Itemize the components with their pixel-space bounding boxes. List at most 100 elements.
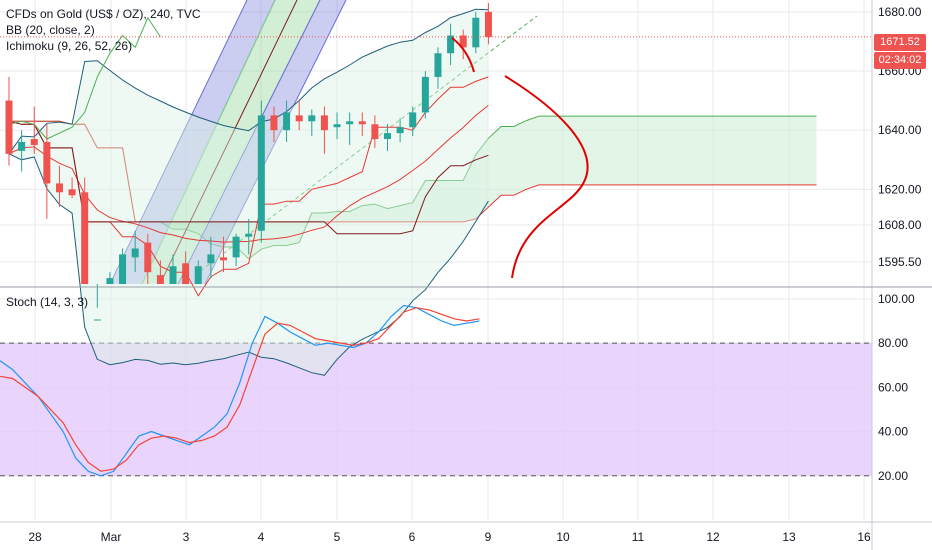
candle-27 <box>346 112 354 145</box>
candle-body-5 <box>68 189 76 196</box>
candle-body-25 <box>320 115 328 131</box>
candle-body-32 <box>409 112 417 128</box>
candle-2 <box>30 106 38 154</box>
candle-7 <box>93 284 101 321</box>
candle-body-20 <box>257 115 265 231</box>
candle-body-24 <box>308 115 316 122</box>
time-tick-6: 9 <box>485 530 492 544</box>
stoch-tick-2: 60.00 <box>878 380 908 394</box>
bb-upper <box>8 8 489 155</box>
candle-11 <box>144 233 152 284</box>
pitchfork-outer-right-edge-right <box>204 0 347 285</box>
time-tick-2: 3 <box>183 530 190 544</box>
candle-body-10 <box>131 248 139 258</box>
candle-body-4 <box>55 183 63 193</box>
stoch-tick-0: 100.00 <box>878 292 915 306</box>
candle-body-3 <box>43 142 51 184</box>
candle-30 <box>384 124 391 151</box>
candle-body-7 <box>93 319 101 321</box>
candle-body-17 <box>219 257 227 261</box>
price-tick-0: 1680.00 <box>878 5 922 19</box>
candle-9 <box>119 248 127 284</box>
cloud-fill <box>9 116 817 259</box>
time-tick-1: Mar <box>101 530 122 544</box>
pitchfork-inner-edge-left <box>141 0 276 285</box>
candle-body-34 <box>434 53 442 77</box>
stoch-overbought-band <box>0 342 872 477</box>
time-tick-7: 10 <box>556 530 570 544</box>
stoch-tick-4: 20.00 <box>878 469 908 483</box>
pitchfork-inner-fill <box>142 0 320 284</box>
candle-body-30 <box>384 133 391 140</box>
candle-body-13 <box>169 266 177 284</box>
candle-24 <box>308 109 316 137</box>
main-legend: CFDs on Gold (US$ / OZ), 240, TVC BB (20… <box>6 6 201 54</box>
candle-body-35 <box>447 35 455 54</box>
hand-drawn-curve <box>451 37 589 279</box>
candle-body-2 <box>30 139 38 145</box>
candle-body-8 <box>106 278 114 284</box>
candle-body-28 <box>358 121 366 125</box>
candle-body-36 <box>459 35 467 48</box>
stoch-legend: Stoch (14, 3, 3) <box>6 294 88 310</box>
candle-18 <box>232 233 240 267</box>
candle-23 <box>295 100 303 131</box>
candle-body-33 <box>421 76 429 113</box>
last-price-badge: 1671.52 <box>874 34 926 51</box>
candle-body-38 <box>484 11 492 37</box>
candle-17 <box>219 236 227 273</box>
ichimoku-indicator-label[interactable]: Ichimoku (9, 26, 52, 26) <box>6 39 133 53</box>
pitchfork-median <box>159 0 298 285</box>
candle-body-37 <box>472 17 480 48</box>
time-tick-5: 6 <box>409 530 416 544</box>
pitchfork-outer-right-edge-left <box>177 0 321 285</box>
time-tick-4: 5 <box>334 530 341 544</box>
stoch-k-line <box>0 304 480 477</box>
pitchfork-outer-left-fill <box>110 0 275 284</box>
time-tick-10: 13 <box>782 530 796 544</box>
candle-body-29 <box>371 124 379 140</box>
candle-body-27 <box>346 121 354 125</box>
time-tick-3: 4 <box>258 530 265 544</box>
candle-22 <box>283 100 291 142</box>
candle-28 <box>358 112 366 137</box>
candle-3 <box>43 124 51 219</box>
candle-body-6 <box>81 192 89 284</box>
candle-body-26 <box>333 124 341 128</box>
stoch-tick-3: 40.00 <box>878 425 908 439</box>
candle-37 <box>472 11 480 54</box>
candle-36 <box>459 29 467 60</box>
price-tick-2: 1640.00 <box>878 123 922 137</box>
time-tick-8: 11 <box>632 530 645 544</box>
time-tick-0: 28 <box>28 530 42 544</box>
candle-body-23 <box>295 115 303 122</box>
price-tick-4: 1608.00 <box>878 218 922 232</box>
candle-14 <box>182 251 190 284</box>
symbol-title[interactable]: CFDs on Gold (US$ / OZ), 240, TVC <box>6 7 201 21</box>
candle-body-18 <box>232 236 240 258</box>
candle-body-19 <box>245 233 253 237</box>
trendline-support <box>194 15 538 276</box>
candle-34 <box>434 47 442 89</box>
countdown-badge: 02:34:02 <box>874 52 926 69</box>
candle-body-0 <box>5 100 13 154</box>
candle-body-1 <box>18 142 26 151</box>
drawing-curve-main <box>504 75 589 279</box>
candle-21 <box>270 106 278 142</box>
stoch-tick-1: 80.00 <box>878 336 908 350</box>
bb-indicator-label[interactable]: BB (20, close, 2) <box>6 23 95 37</box>
price-tick-5: 1595.50 <box>878 255 922 269</box>
candle-body-22 <box>283 112 291 131</box>
candle-13 <box>169 254 177 284</box>
candle-body-11 <box>144 242 152 273</box>
candle-32 <box>409 106 417 137</box>
candle-body-14 <box>182 263 190 284</box>
drawing-curve-top <box>451 37 475 73</box>
candle-38 <box>484 2 492 45</box>
candle-19 <box>245 218 253 255</box>
stoch-indicator-label[interactable]: Stoch (14, 3, 3) <box>6 295 89 309</box>
candle-26 <box>333 112 341 140</box>
candle-body-15 <box>194 266 202 284</box>
